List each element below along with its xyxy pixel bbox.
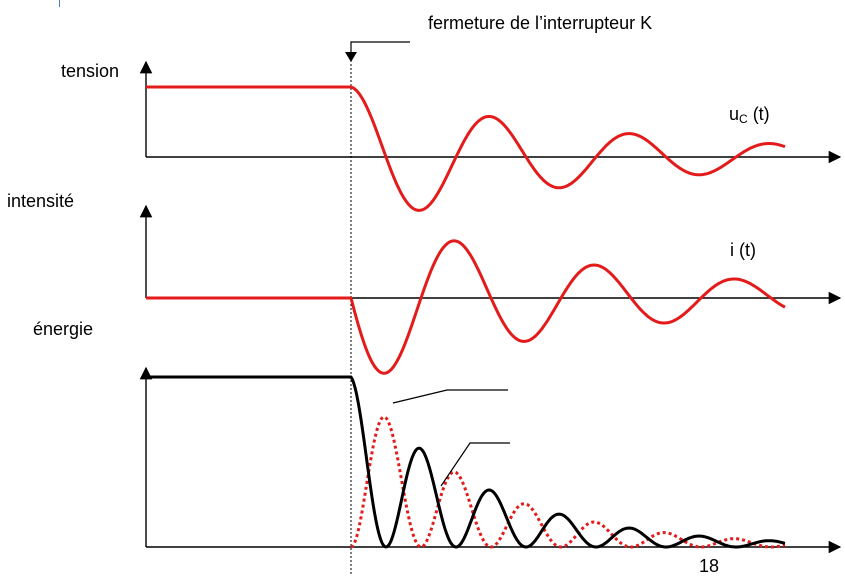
tension-label: tension (61, 61, 120, 81)
uc-symbol: u (729, 104, 740, 124)
i-curve (146, 239, 786, 375)
magnetic-energy-leader-line (392, 389, 508, 404)
uc-subscript: C (739, 112, 748, 126)
i-curve-label: i (t) (730, 240, 756, 260)
switch-indicator-arrow-icon (345, 52, 357, 62)
electric-energy-leader-line (440, 442, 510, 487)
page-number: 18 (699, 556, 720, 576)
uc-suffix: (t) (747, 104, 770, 124)
intensity-label: intensité (7, 191, 75, 211)
switch-indicator-bracket (350, 41, 410, 60)
electric-energy-curve (146, 375, 786, 549)
energy-label: énergie (33, 319, 94, 339)
uc-curve (146, 85, 786, 212)
page-header-mark (59, 0, 60, 7)
magnetic-energy-curve (350, 415, 786, 549)
switch-event-label: fermeture de l’interrupteur K (428, 13, 653, 33)
uc-curve-label: uC (t) (729, 104, 770, 126)
